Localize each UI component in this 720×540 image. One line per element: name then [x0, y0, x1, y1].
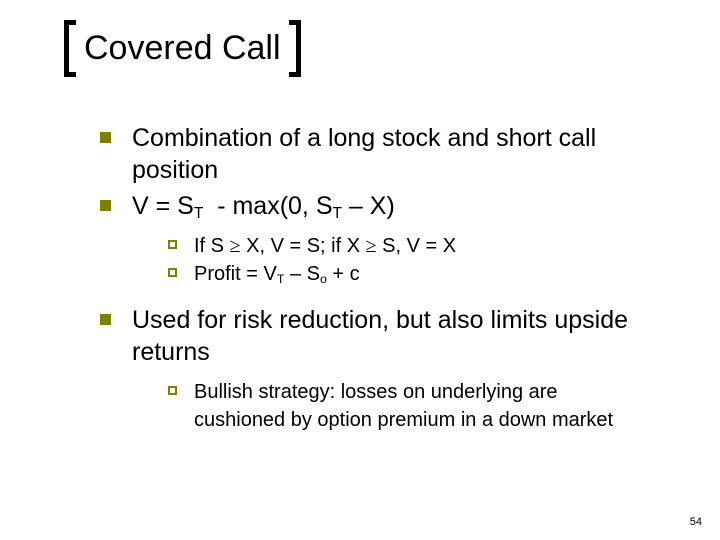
hollow-square-bullet-icon [168, 240, 177, 249]
hollow-square-bullet-icon [168, 268, 177, 277]
square-bullet-icon [100, 200, 111, 211]
square-bullet-icon [100, 132, 111, 143]
bullet-l2: If S ≥ X, V = S; if X ≥ S, V = X [168, 232, 650, 260]
square-bullet-icon [100, 314, 111, 325]
bullet-text: Bullish strategy: losses on underlying a… [194, 381, 613, 431]
title-brackets: Covered Call [70, 30, 295, 67]
hollow-square-bullet-icon [168, 386, 177, 395]
bullet-text: If S ≥ X, V = S; if X ≥ S, V = X [194, 235, 456, 257]
bracket-right-icon [289, 20, 301, 77]
sublist: Bullish strategy: losses on underlying a… [132, 378, 650, 434]
slide: Covered Call Combination of a long stock… [0, 0, 720, 540]
bullet-text: Used for risk reduction, but also limits… [132, 306, 628, 366]
bullet-text: Profit = VT – So + c [194, 263, 360, 285]
bullet-l1: Combination of a long stock and short ca… [100, 122, 650, 186]
bullet-l1: Used for risk reduction, but also limits… [100, 304, 650, 434]
bullet-text: Combination of a long stock and short ca… [132, 124, 596, 184]
bullet-text: V = ST - max(0, ST – X) [132, 192, 395, 220]
bullet-l2: Profit = VT – So + c [168, 260, 650, 288]
bullet-l2: Bullish strategy: losses on underlying a… [168, 378, 650, 434]
slide-body: Combination of a long stock and short ca… [40, 122, 680, 434]
page-number: 54 [690, 516, 702, 528]
slide-title: Covered Call [84, 30, 281, 67]
bracket-left-icon [64, 20, 76, 77]
bullet-l1: V = ST - max(0, ST – X) If S ≥ X, V = S;… [100, 190, 650, 288]
sublist: If S ≥ X, V = S; if X ≥ S, V = X Profit … [132, 232, 650, 288]
